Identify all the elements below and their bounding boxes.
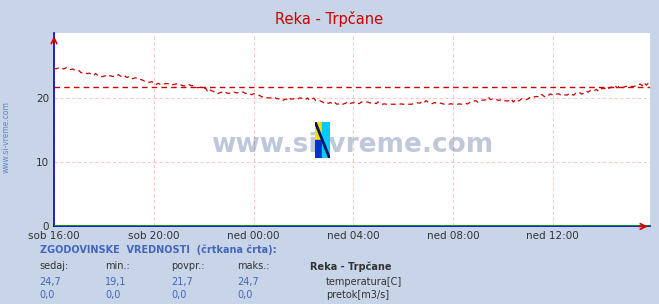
- Text: maks.:: maks.:: [237, 261, 270, 271]
- Text: 19,1: 19,1: [105, 277, 127, 287]
- Text: 24,7: 24,7: [40, 277, 61, 287]
- Bar: [322, 140, 330, 158]
- Text: 0,0: 0,0: [171, 290, 186, 300]
- Text: www.si-vreme.com: www.si-vreme.com: [211, 133, 494, 158]
- Text: povpr.:: povpr.:: [171, 261, 205, 271]
- Text: www.si-vreme.com: www.si-vreme.com: [2, 101, 11, 173]
- Text: 24,7: 24,7: [237, 277, 259, 287]
- Text: pretok[m3/s]: pretok[m3/s]: [326, 290, 389, 300]
- Text: 21,7: 21,7: [171, 277, 193, 287]
- Bar: [315, 140, 322, 158]
- Text: 0,0: 0,0: [237, 290, 252, 300]
- Text: ZGODOVINSKE  VREDNOSTI  (črtkana črta):: ZGODOVINSKE VREDNOSTI (črtkana črta):: [40, 245, 276, 255]
- Text: Reka - Trpčane: Reka - Trpčane: [275, 11, 384, 27]
- Bar: [315, 122, 322, 140]
- Text: Reka - Trpčane: Reka - Trpčane: [310, 261, 391, 272]
- Text: 0,0: 0,0: [105, 290, 121, 300]
- Bar: [322, 122, 330, 140]
- Text: 0,0: 0,0: [40, 290, 55, 300]
- Text: sedaj:: sedaj:: [40, 261, 69, 271]
- Text: temperatura[C]: temperatura[C]: [326, 277, 403, 287]
- Text: min.:: min.:: [105, 261, 130, 271]
